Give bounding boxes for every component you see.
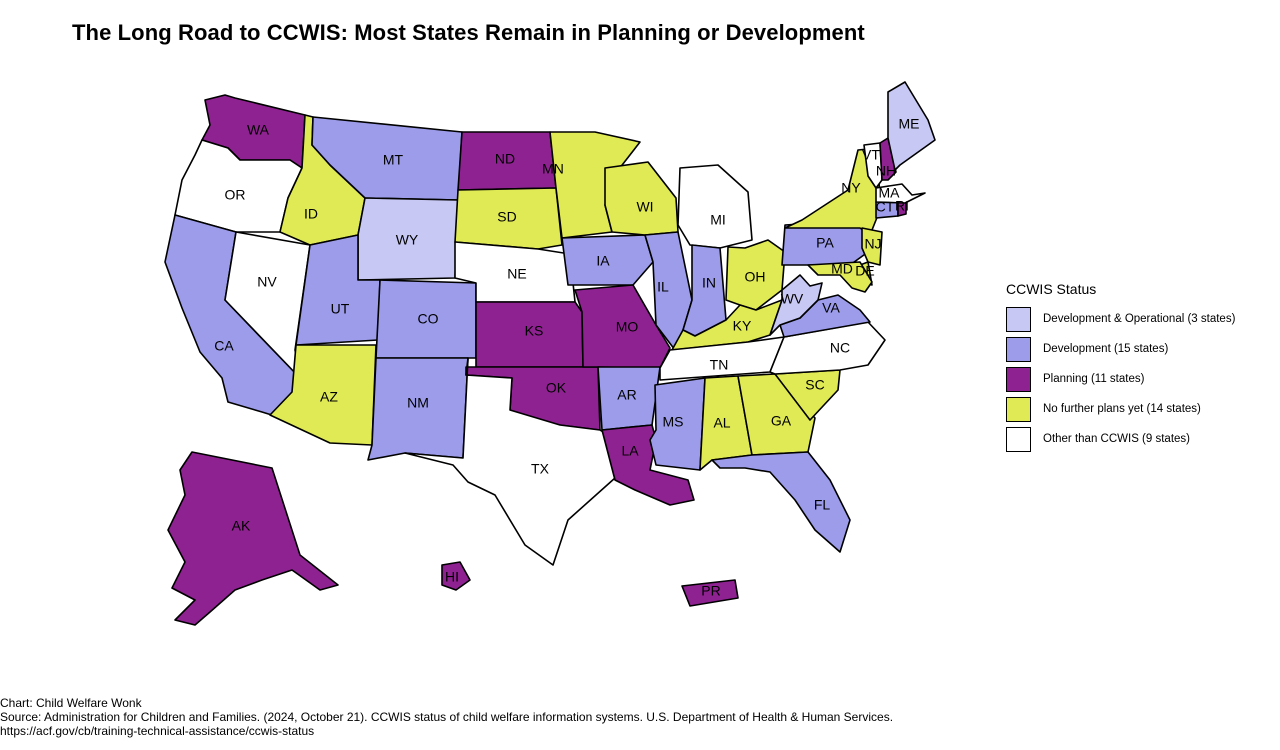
- state-label-ms: MS: [663, 414, 684, 430]
- footer-source: Source: Administration for Children and …: [0, 710, 894, 724]
- state-label-va: VA: [822, 300, 840, 316]
- state-label-mn: MN: [542, 161, 564, 177]
- state-label-or: OR: [225, 187, 246, 203]
- state-hi: [441, 561, 471, 591]
- legend-item: Planning (11 states): [1006, 364, 1235, 394]
- state-label-oh: OH: [745, 269, 766, 285]
- state-label-wv: WV: [781, 291, 804, 307]
- legend-label: Planning (11 states): [1043, 373, 1145, 385]
- state-label-pa: PA: [816, 235, 834, 251]
- state-az: [269, 344, 377, 446]
- state-fl: [711, 451, 851, 553]
- state-label-sd: SD: [497, 209, 516, 225]
- state-label-sc: SC: [805, 377, 824, 393]
- state-label-nv: NV: [257, 274, 277, 290]
- state-md: [807, 261, 873, 293]
- footer-url: https://acf.gov/cb/training-technical-as…: [0, 724, 315, 738]
- footer: Chart: Child Welfare Wonk Source: Admini…: [0, 696, 893, 738]
- legend-swatch: [1006, 336, 1031, 362]
- state-label-ar: AR: [617, 387, 636, 403]
- state-label-ne: NE: [507, 266, 526, 282]
- state-label-ma: MA: [879, 185, 901, 201]
- state-label-wy: WY: [396, 232, 419, 248]
- state-label-tx: TX: [531, 461, 550, 477]
- state-label-tn: TN: [710, 357, 729, 373]
- legend-label: Other than CCWIS (9 states): [1043, 433, 1190, 445]
- state-wy: [357, 197, 459, 281]
- state-label-ny: NY: [841, 180, 861, 196]
- state-ga: [737, 373, 816, 456]
- state-label-ak: AK: [232, 518, 251, 534]
- state-ma: [875, 183, 926, 204]
- legend-label: No further plans yet (14 states): [1043, 403, 1201, 415]
- state-label-pr: PR: [701, 583, 720, 599]
- state-label-wa: WA: [247, 122, 270, 138]
- state-label-nc: NC: [830, 340, 850, 356]
- footer-credit: Chart: Child Welfare Wonk: [0, 696, 142, 710]
- state-label-co: CO: [418, 311, 439, 327]
- state-label-ga: GA: [771, 413, 792, 429]
- legend-title: CCWIS Status: [1006, 281, 1097, 297]
- state-ak: [167, 451, 339, 626]
- legend-swatch: [1006, 426, 1031, 452]
- state-ia: [561, 234, 654, 286]
- state-label-id: ID: [304, 206, 318, 222]
- state-label-mi: MI: [710, 212, 726, 228]
- us-map: WA OR CA NV ID MT WY UT CO AZ NM ND SD NE KS OK TX MN IA MO…: [164, 81, 936, 626]
- state-nj: [861, 227, 883, 266]
- state-label-wi: WI: [636, 199, 653, 215]
- legend-item: Development (15 states): [1006, 334, 1235, 364]
- state-label-hi: HI: [445, 569, 459, 585]
- state-label-nd: ND: [495, 151, 515, 167]
- state-label-vt: VT: [862, 147, 880, 163]
- state-wv: [769, 274, 823, 336]
- state-label-mt: MT: [383, 152, 404, 168]
- legend-label: Development (15 states): [1043, 343, 1169, 355]
- state-label-me: ME: [899, 116, 920, 132]
- state-label-ia: IA: [596, 253, 610, 269]
- state-label-al: AL: [713, 415, 730, 431]
- state-label-ut: UT: [331, 301, 350, 317]
- state-label-ks: KS: [525, 323, 544, 339]
- state-me: [887, 81, 936, 171]
- state-label-mo: MO: [616, 319, 639, 335]
- state-label-in: IN: [702, 275, 716, 291]
- state-label-nj: NJ: [864, 236, 881, 252]
- state-label-nm: NM: [407, 395, 429, 411]
- legend-swatch: [1006, 306, 1031, 332]
- state-label-il: IL: [657, 279, 669, 295]
- legend-item: Other than CCWIS (9 states): [1006, 424, 1235, 454]
- state-label-md: MD: [831, 261, 853, 277]
- legend-item: No further plans yet (14 states): [1006, 394, 1235, 424]
- state-sd: [454, 187, 563, 250]
- legend-item: Development & Operational (3 states): [1006, 304, 1235, 334]
- state-label-az: AZ: [320, 389, 338, 405]
- state-label-ri: RI: [895, 198, 909, 214]
- state-nh: [879, 137, 897, 181]
- state-label-la: LA: [621, 443, 639, 459]
- legend-swatch: [1006, 366, 1031, 392]
- state-tx: [404, 357, 616, 566]
- chart-title: The Long Road to CCWIS: Most States Rema…: [72, 20, 865, 45]
- state-label-ok: OK: [546, 380, 567, 396]
- state-pr: [681, 579, 739, 607]
- state-label-fl: FL: [814, 497, 831, 513]
- state-label-nh: NH: [876, 163, 896, 179]
- state-label-de: DE: [855, 263, 874, 279]
- legend-label: Development & Operational (3 states): [1043, 313, 1236, 325]
- state-label-ca: CA: [214, 338, 234, 354]
- legend: CCWIS Status Development & Operational (…: [1006, 281, 1235, 454]
- state-label-ct: CT: [876, 199, 895, 215]
- state-mi: [677, 164, 753, 249]
- legend-swatch: [1006, 396, 1031, 422]
- state-vt: [863, 142, 883, 189]
- state-label-ky: KY: [733, 318, 752, 334]
